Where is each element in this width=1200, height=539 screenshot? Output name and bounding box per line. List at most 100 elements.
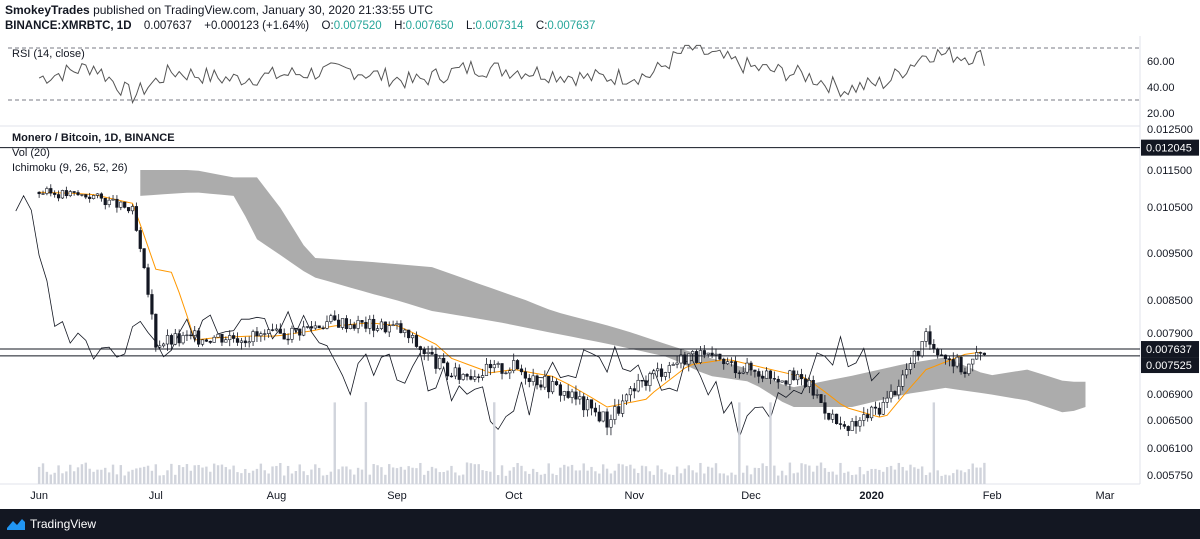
- candle-body: [348, 324, 352, 329]
- time-axis-tick: Nov: [625, 490, 645, 502]
- candle-body: [609, 419, 613, 428]
- candle-body: [792, 370, 796, 381]
- candle-body: [706, 352, 710, 355]
- candle-body: [889, 391, 893, 399]
- volume-bar: [166, 470, 169, 484]
- volume-bar: [364, 402, 368, 484]
- candle-body: [901, 374, 905, 387]
- candle-body: [924, 331, 928, 342]
- volume-bar: [65, 471, 68, 484]
- price-axis-tick: 0.007900: [1147, 328, 1193, 340]
- volume-bar: [337, 469, 340, 484]
- candle-body: [586, 399, 590, 411]
- volume-bar: [609, 473, 613, 484]
- candle-body: [422, 349, 426, 354]
- rsi-axis-tick: 60.00: [1147, 56, 1175, 68]
- volume-bar: [236, 472, 239, 484]
- candle-body: [702, 350, 706, 355]
- high-value: 0.007650: [405, 20, 454, 32]
- candle-body: [399, 323, 403, 333]
- candle-body: [761, 376, 765, 379]
- candle-body: [146, 267, 150, 295]
- candle-body: [519, 368, 524, 373]
- volume-bar: [917, 468, 920, 484]
- candle-body: [683, 354, 687, 365]
- volume-bar: [734, 474, 737, 484]
- volume-bar: [695, 472, 698, 484]
- candle-body: [216, 333, 220, 338]
- volume-bar: [41, 463, 45, 484]
- candle-body: [597, 411, 601, 422]
- volume-bar: [528, 473, 531, 484]
- author-name[interactable]: SmokeyTrades: [5, 3, 90, 17]
- candle-body: [130, 206, 135, 212]
- volume-bar: [586, 470, 589, 484]
- candle-body: [834, 413, 839, 425]
- volume-bar: [660, 469, 663, 484]
- price-pane[interactable]: Monero / Bitcoin, 1D, BINANCE Vol (20) I…: [12, 132, 175, 174]
- candle-body: [251, 331, 255, 343]
- candle-body: [142, 248, 146, 269]
- volume-bar: [263, 470, 266, 484]
- candle-body: [831, 413, 835, 420]
- candle-body: [247, 341, 251, 344]
- symbol-label[interactable]: BINANCE:XMRBTC, 1D: [5, 20, 132, 32]
- candle-body: [442, 357, 446, 364]
- candle-body: [772, 378, 776, 380]
- volume-bar: [765, 466, 768, 484]
- volume-bar: [69, 464, 72, 484]
- volume-bar: [349, 469, 352, 484]
- candle-body: [239, 340, 244, 343]
- candle-body: [718, 353, 722, 360]
- candle-body: [515, 360, 520, 370]
- volume-bar: [893, 469, 897, 484]
- volume-bar: [450, 465, 453, 484]
- volume-bar: [45, 471, 49, 484]
- volume-bar: [804, 464, 807, 484]
- ichimoku-indicator-label[interactable]: Ichimoku (9, 26, 52, 26): [12, 162, 128, 174]
- volume-bar: [722, 473, 725, 484]
- candle-body: [644, 380, 648, 386]
- volume-indicator-label[interactable]: Vol (20): [12, 147, 50, 159]
- candle-body: [862, 414, 866, 421]
- volume-bar: [601, 464, 605, 484]
- volume-bar: [376, 465, 379, 484]
- volume-bar: [617, 463, 620, 484]
- volume-bar: [127, 471, 130, 484]
- tradingview-logo-icon[interactable]: [6, 516, 26, 532]
- candle-body: [799, 374, 804, 380]
- footer-bar: TradingView: [0, 509, 1200, 539]
- chart-canvas[interactable]: RSI (14, close) Monero / Bitcoin, 1D, BI…: [0, 0, 1200, 509]
- candle-body: [212, 336, 216, 343]
- open-label: O:: [321, 20, 334, 32]
- volume-bar: [543, 473, 547, 484]
- volume-bar: [730, 472, 733, 484]
- candle-body: [53, 192, 57, 195]
- volume-bar: [547, 463, 550, 484]
- candle-body: [123, 201, 127, 208]
- volume-bar: [107, 472, 111, 484]
- candle-body: [282, 333, 286, 340]
- footer-brand[interactable]: TradingView: [30, 517, 97, 531]
- volume-bar: [282, 475, 286, 484]
- volume-bar: [707, 466, 710, 484]
- last-price: 0.007637: [143, 20, 192, 32]
- price-label-bg: [1141, 357, 1199, 374]
- volume-bar: [901, 466, 904, 484]
- candle-body: [286, 338, 290, 341]
- volume-group: [37, 402, 986, 484]
- candle-body: [947, 358, 951, 360]
- volume-bar: [839, 462, 842, 484]
- candle-body: [49, 188, 53, 194]
- volume-bar: [131, 469, 134, 484]
- candle-body: [624, 394, 629, 402]
- candle-body: [115, 198, 119, 208]
- volume-bar: [111, 464, 115, 484]
- volume-bar: [294, 471, 298, 484]
- candle-body: [932, 344, 936, 350]
- rsi-pane[interactable]: RSI (14, close): [12, 48, 85, 60]
- volume-bar: [72, 471, 76, 484]
- candle-body: [185, 334, 189, 337]
- candle-body: [617, 406, 621, 414]
- candle-body: [383, 321, 387, 333]
